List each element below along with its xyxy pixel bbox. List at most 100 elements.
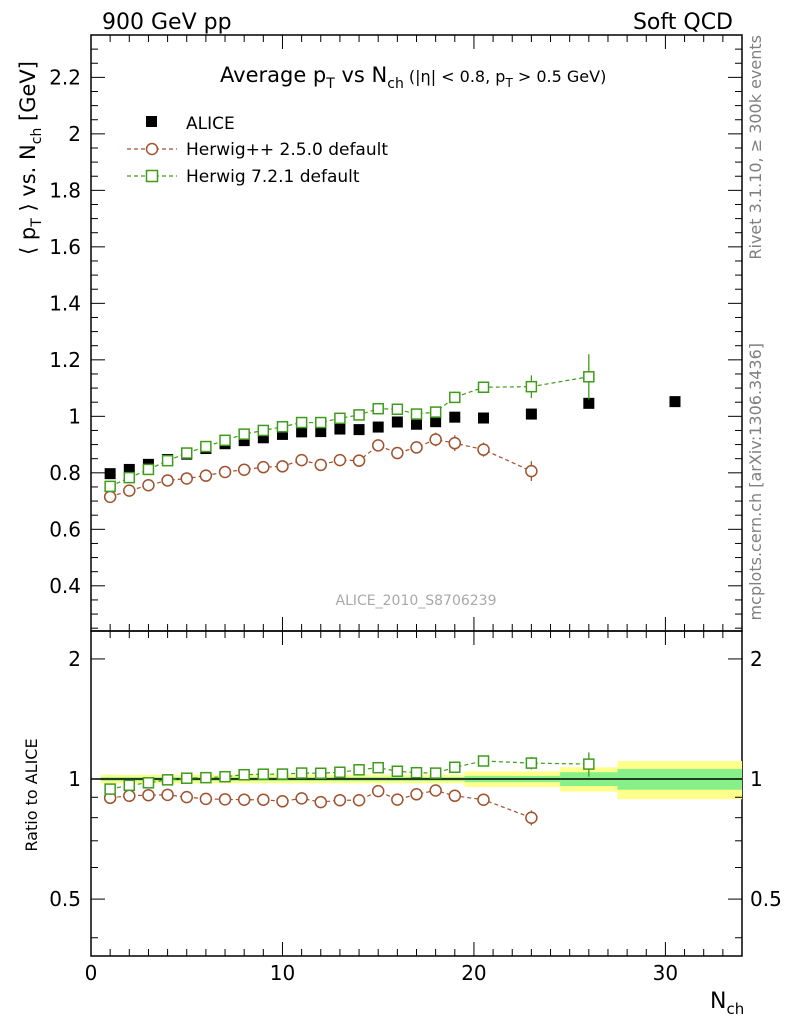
data-point <box>334 766 346 779</box>
x-tick-label: 30 <box>653 961 678 985</box>
data-point <box>238 768 250 781</box>
data-point <box>478 412 490 424</box>
data-point <box>276 768 289 780</box>
data-point <box>525 464 538 478</box>
data-point <box>276 460 289 473</box>
data-point <box>372 402 384 415</box>
data-point <box>276 421 289 433</box>
rivet-label: Rivet 3.1.10, ≥ 300k events <box>746 35 765 260</box>
x-tick-label: 0 <box>85 961 98 985</box>
data-point <box>449 411 461 423</box>
data-point <box>103 490 117 504</box>
data-point <box>583 397 595 409</box>
data-point <box>180 772 193 784</box>
data-point <box>429 767 442 779</box>
data-point <box>161 774 174 786</box>
y-tick-label: 1.2 <box>49 348 81 372</box>
data-point <box>200 440 212 453</box>
data-point <box>104 480 116 493</box>
data-point <box>238 435 250 447</box>
data-point <box>315 767 327 780</box>
data-point <box>449 391 461 404</box>
y-tick-label: 1.8 <box>49 178 81 202</box>
data-point <box>104 783 116 795</box>
data-point <box>429 784 442 797</box>
data-point <box>257 424 270 437</box>
data-point <box>477 793 490 806</box>
legend-marker-herwig25 <box>145 142 159 156</box>
data-point <box>142 463 155 476</box>
data-point <box>410 408 423 420</box>
ratio-tick-label-right: 1 <box>750 767 763 791</box>
data-point <box>410 766 423 779</box>
axis-ticks <box>90 34 743 956</box>
ratio-tick-label: 1 <box>68 767 81 791</box>
data-point <box>218 793 232 806</box>
y-tick-label: 1.6 <box>49 235 81 259</box>
data-point <box>669 396 681 408</box>
data-point <box>180 790 193 804</box>
data-point <box>161 474 174 487</box>
data-point <box>123 779 136 792</box>
data-point <box>238 428 250 440</box>
series-line <box>109 376 589 487</box>
y-tick-label: 0.8 <box>49 461 81 485</box>
data-point <box>333 793 347 807</box>
data-point <box>295 767 308 779</box>
data-point <box>372 761 384 774</box>
legend-label-herwig25: Herwig++ 2.5.0 default <box>186 140 388 160</box>
legend-marker-herwig72 <box>145 169 159 183</box>
data-point <box>353 764 365 776</box>
data-point <box>410 441 423 454</box>
data-point <box>295 453 308 467</box>
y-axis-label: ⟨ pT ⟩ vs. Nch [GeV] <box>16 61 45 255</box>
data-point <box>449 761 461 774</box>
data-point <box>123 484 136 497</box>
data-point <box>583 371 595 383</box>
data-point <box>315 426 327 438</box>
ratio-tick-label: 0.5 <box>49 887 81 911</box>
data-point <box>123 789 136 803</box>
data-point <box>314 458 328 472</box>
x-tick-labels: 0 10 20 30 <box>85 961 679 985</box>
data-point <box>391 793 404 806</box>
data-point <box>257 793 270 806</box>
header-left: 900 GeV pp <box>102 10 232 35</box>
data-point <box>333 453 347 467</box>
data-point <box>104 468 116 480</box>
legend-marker-alice <box>146 116 157 127</box>
data-point <box>123 463 135 475</box>
ratio-tick-labels: 0.5 1 2 0.5 1 2 <box>49 647 782 911</box>
data-point <box>429 433 442 446</box>
data-point <box>371 439 385 452</box>
y-tick-label: 0.4 <box>49 574 81 598</box>
data-point <box>334 412 346 425</box>
data-point <box>352 454 366 467</box>
data-point <box>257 432 269 444</box>
chart-title: Average pT vs Nch (|η| < 0.8, pT > 0.5 G… <box>220 63 606 92</box>
data-point <box>352 794 366 807</box>
x-axis-label: Nch <box>710 989 744 1018</box>
data-series <box>103 354 681 826</box>
data-point <box>142 478 155 492</box>
data-point <box>315 416 327 429</box>
series-line <box>110 760 589 790</box>
data-point <box>314 795 328 809</box>
data-point <box>334 423 346 435</box>
data-point <box>477 381 490 393</box>
ratio-y-axis-label: Ratio to ALICE <box>22 738 41 851</box>
data-point <box>525 811 538 825</box>
data-point <box>219 434 231 447</box>
data-point <box>371 784 385 798</box>
x-tick-label: 10 <box>270 961 295 985</box>
legend-label-herwig72: Herwig 7.2.1 default <box>186 167 360 187</box>
header-right: Soft QCD <box>633 10 733 35</box>
data-point <box>276 428 288 440</box>
data-point <box>142 777 155 789</box>
data-point <box>200 771 212 784</box>
data-point <box>430 416 442 428</box>
data-point <box>295 792 308 805</box>
data-point <box>391 446 404 460</box>
y-tick-label: 2 <box>68 122 81 146</box>
data-point <box>237 463 251 476</box>
